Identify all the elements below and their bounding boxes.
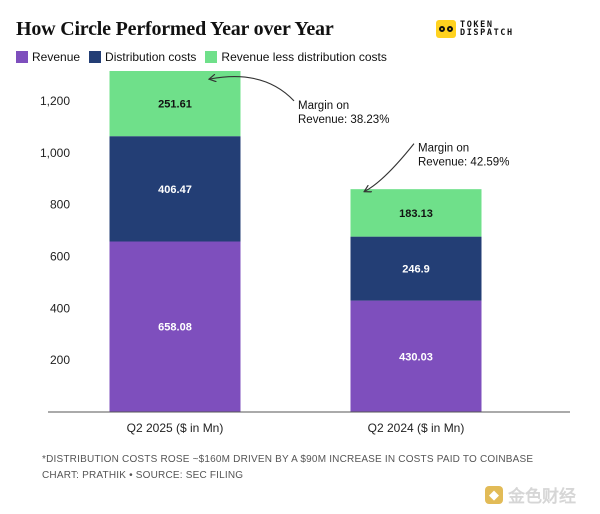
footnote-line-1: *DISTRIBUTION COSTS ROSE ~$160M DRIVEN B…: [42, 454, 534, 465]
data-label-revenue-0: 658.08: [158, 322, 192, 334]
y-tick-label-1200: 1,200: [40, 94, 70, 108]
legend-swatch-revenue-less-distribution: [205, 51, 218, 63]
legend-swatch-distribution-costs: [89, 51, 102, 63]
legend-label-revenue: Revenue: [32, 50, 81, 64]
bar-segment-revenue-less-distribution-costs-0: [109, 70, 241, 137]
chart-title: How Circle Performed Year over Year: [16, 18, 334, 40]
annotation-line2-0: Revenue: 38.23%: [298, 114, 389, 126]
annotation-line2-1: Revenue: 42.59%: [418, 157, 509, 169]
brand-logo: TOKEN DISPATCH: [436, 20, 514, 38]
annotation-line1-0: Margin on: [298, 100, 349, 112]
data-label-distribution-costs-1: 246.9: [402, 264, 430, 276]
bar-segment-revenue-0: [109, 241, 241, 412]
data-label-revenue-less-distribution-costs-1: 183.13: [399, 208, 433, 220]
brand-eyes-icon: [436, 20, 456, 38]
x-tick-label-0: Q2 2025 ($ in Mn): [127, 421, 224, 435]
bar-segment-distribution-costs-1: [350, 236, 482, 301]
legend-item-revenue-less-distribution: Revenue less distribution costs: [205, 50, 387, 64]
y-tick-label-600: 600: [50, 250, 70, 264]
data-label-distribution-costs-0: 406.47: [158, 184, 192, 196]
annotation-line1-1: Margin on: [418, 143, 469, 155]
legend-item-revenue: Revenue: [16, 50, 80, 64]
footnote: *DISTRIBUTION COSTS ROSE ~$160M DRIVEN B…: [42, 452, 533, 484]
legend-swatch-revenue: [16, 51, 28, 63]
legend-label-distribution-costs: Distribution costs: [105, 50, 197, 64]
watermark: ◆ 金色财经: [485, 482, 576, 507]
annotation-arrow-0: [210, 77, 295, 102]
annotation-arrow-1: [365, 143, 415, 192]
x-tick-label-1: Q2 2024 ($ in Mn): [368, 421, 465, 435]
footnote-line-2: CHART: PRATHIK • SOURCE: SEC FILING: [42, 470, 244, 481]
y-tick-label-400: 400: [50, 301, 70, 315]
legend-label-revenue-less-distribution: Revenue less distribution costs: [221, 50, 387, 64]
data-label-revenue-less-distribution-costs-0: 251.61: [158, 99, 192, 111]
brand-line-2: DISPATCH: [460, 28, 514, 38]
legend-item-distribution-costs: Distribution costs: [89, 50, 196, 64]
bar-segment-revenue-1: [350, 300, 482, 412]
bar-segment-distribution-costs-0: [109, 136, 241, 242]
chart-legend: Revenue Distribution costs Revenue less …: [16, 50, 396, 64]
y-tick-label-1000: 1,000: [40, 146, 70, 160]
y-tick-label-200: 200: [50, 353, 70, 367]
data-label-revenue-1: 430.03: [399, 351, 433, 363]
y-tick-label-800: 800: [50, 198, 70, 212]
watermark-text: 金色财经: [508, 487, 576, 506]
brand-line-1: TOKEN: [460, 19, 494, 30]
bar-segment-revenue-less-distribution-costs-1: [350, 189, 482, 237]
golden-square-icon: ◆: [485, 485, 503, 504]
